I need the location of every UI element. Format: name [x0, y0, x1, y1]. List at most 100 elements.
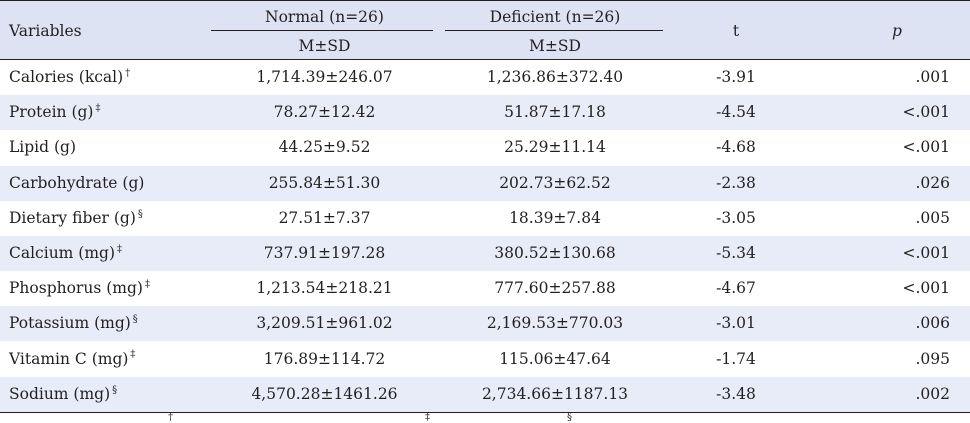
- table-header: Variables Normal (n=26) Deficient (n=26)…: [0, 1, 970, 59]
- cell-variable: Calcium (mg) ‡: [9, 243, 122, 263]
- cell-p: .001: [860, 67, 950, 87]
- cell-t-text: -3.91: [716, 68, 756, 86]
- cell-t: -1.74: [700, 349, 772, 369]
- cell-deficient: 2,169.53±770.03: [447, 313, 663, 333]
- cell-deficient-text: 51.87±17.18: [504, 103, 606, 122]
- header-bottom-rule: [0, 59, 970, 60]
- cell-t: -4.68: [700, 137, 772, 157]
- cell-t: -3.48: [700, 384, 772, 404]
- table-row: Dietary fiber (g) § 27.51±7.37 18.39±7.84 -3…: [0, 201, 970, 236]
- cell-deficient-text: 777.60±257.88: [494, 279, 616, 298]
- footnote-mark: §: [137, 208, 143, 220]
- footnote-mark-double-dagger: ‡: [425, 412, 430, 423]
- header-p: p: [892, 22, 902, 40]
- cell-normal: 3,209.51±961.02: [221, 313, 428, 333]
- cell-p: .005: [860, 208, 950, 228]
- cell-normal: 1,213.54±218.21: [221, 278, 428, 298]
- cell-p-text: .002: [915, 384, 950, 403]
- cell-t-text: -3.48: [716, 384, 756, 403]
- table-row: Calcium (mg) ‡ 737.91±197.28 380.52±130.68 -…: [0, 236, 970, 271]
- cell-normal: 255.84±51.30: [221, 173, 428, 193]
- cell-t: -3.01: [700, 313, 772, 333]
- cell-t: -2.38: [700, 173, 772, 193]
- cell-deficient: 25.29±11.14: [447, 137, 663, 157]
- cell-t-text: -5.34: [716, 244, 756, 262]
- cell-variable: Calories (kcal) †: [9, 67, 130, 87]
- cell-normal-text: 27.51±7.37: [278, 208, 371, 227]
- cell-t: -4.54: [700, 102, 772, 122]
- cell-deficient-text: 115.06±47.64: [499, 349, 611, 368]
- cell-normal-text: 1,213.54±218.21: [256, 279, 393, 298]
- cell-p: <.001: [860, 278, 951, 298]
- table-row: Calories (kcal) † 1,714.39±246.07 1,236.86±…: [0, 60, 970, 95]
- table-row: Sodium (mg) § 4,570.28±1461.26 2,734.66±118…: [0, 376, 970, 412]
- cell-normal: 44.25±9.52: [221, 137, 428, 157]
- cell-p-text: .001: [915, 68, 950, 86]
- table-row: Lipid (g) 44.25±9.52 25.29±11.14 -4.68 <.001: [0, 130, 970, 165]
- cell-deficient-text: 2,169.53±770.03: [486, 314, 624, 333]
- cell-p: <.001: [860, 137, 951, 157]
- cell-deficient: 777.60±257.88: [447, 278, 663, 298]
- footnote-mark: §: [132, 314, 138, 326]
- cell-normal-text: 737.91±197.28: [263, 244, 386, 262]
- cell-t-text: -4.68: [716, 138, 756, 157]
- cell-deficient: 380.52±130.68: [447, 243, 663, 263]
- header-variables: Variables: [9, 22, 82, 40]
- cell-normal: 1,714.39±246.07: [221, 67, 428, 87]
- table-top-rule: [0, 0, 970, 1]
- cell-variable-text: Potassium (mg): [9, 314, 131, 333]
- cell-t-text: -3.01: [716, 314, 756, 333]
- cell-variable-text: Calories (kcal): [9, 68, 124, 86]
- table-row: Protein (g) ‡ 78.27±12.42 51.87±17.18 -4.54 <…: [0, 95, 970, 131]
- cell-deficient: 115.06±47.64: [447, 349, 663, 369]
- cell-deficient: 18.39±7.84: [447, 208, 663, 228]
- cell-variable: Dietary fiber (g) §: [9, 208, 143, 228]
- footnote-mark: §: [112, 384, 118, 396]
- cell-normal-text: 4,570.28±1461.26: [251, 384, 398, 403]
- cell-variable-text: Lipid (g): [9, 138, 76, 157]
- cell-p: .095: [860, 349, 950, 369]
- cell-t-text: -1.74: [716, 349, 756, 368]
- cell-t-text: -4.67: [716, 279, 756, 298]
- header-normal-underline: [211, 30, 433, 31]
- table-row: Vitamin C (mg) ‡ 176.89±114.72 115.06±47.64…: [0, 342, 970, 377]
- cell-variable-text: Dietary fiber (g): [9, 208, 136, 227]
- cell-variable-text: Vitamin C (mg): [9, 349, 129, 368]
- header-t: t: [732, 22, 740, 40]
- cell-p: .026: [860, 173, 950, 193]
- cell-deficient: 1,236.86±372.40: [447, 67, 663, 87]
- cell-p-text: .006: [915, 314, 950, 333]
- cell-variable: Carbohydrate (g): [9, 173, 144, 193]
- cell-t-text: -2.38: [716, 173, 756, 192]
- header-deficient-msd: M±SD: [529, 37, 581, 55]
- cell-normal-text: 3,209.51±961.02: [256, 314, 393, 333]
- footnote-mark: ‡: [95, 103, 101, 115]
- cell-p-text: .095: [915, 349, 950, 368]
- cell-t: -3.91: [700, 67, 772, 87]
- cell-normal-text: 176.89±114.72: [263, 349, 386, 368]
- header-deficient-group: Deficient (n=26): [489, 8, 621, 26]
- cell-deficient: 202.73±62.52: [447, 173, 663, 193]
- cell-deficient: 51.87±17.18: [447, 102, 663, 122]
- cell-p-text: <.001: [902, 138, 951, 157]
- cell-variable: Lipid (g): [9, 137, 76, 157]
- header-normal-msd: M±SD: [298, 37, 351, 55]
- cell-normal-text: 44.25±9.52: [278, 138, 371, 157]
- cell-deficient-text: 2,734.66±1187.13: [481, 384, 629, 403]
- cell-normal: 4,570.28±1461.26: [221, 384, 428, 404]
- table-row: Carbohydrate (g) 255.84±51.30 202.73±62.52…: [0, 165, 970, 201]
- cell-normal-text: 1,714.39±246.07: [256, 68, 393, 86]
- header-deficient-underline: [445, 30, 663, 31]
- cell-variable-text: Carbohydrate (g): [9, 173, 145, 192]
- cell-normal: 27.51±7.37: [221, 208, 428, 228]
- table-bottom-rule: [0, 412, 970, 413]
- footnote-mark: ‡: [130, 349, 136, 361]
- footnote-mark-dagger: †: [168, 412, 173, 423]
- cell-variable-text: Calcium (mg): [9, 244, 116, 262]
- cell-p: <.001: [860, 102, 951, 122]
- cell-deficient: 2,734.66±1187.13: [447, 384, 663, 404]
- cell-t: -4.67: [700, 278, 772, 298]
- cell-deficient-text: 25.29±11.14: [504, 138, 606, 157]
- footnote-mark-section: §: [567, 412, 572, 423]
- footnote-mark: ‡: [144, 279, 150, 291]
